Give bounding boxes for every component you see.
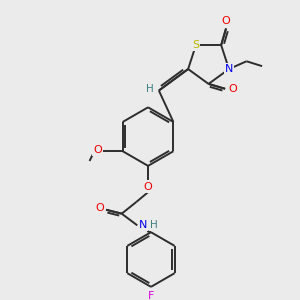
- Text: O: O: [222, 16, 230, 26]
- Text: S: S: [192, 40, 200, 50]
- Text: O: O: [93, 145, 102, 155]
- Text: O: O: [95, 203, 103, 213]
- Text: H: H: [150, 220, 158, 230]
- Text: H: H: [146, 84, 154, 94]
- Text: O: O: [144, 182, 152, 192]
- Text: N: N: [139, 220, 147, 230]
- Text: N: N: [225, 64, 233, 74]
- Text: F: F: [148, 291, 154, 300]
- Text: O: O: [229, 84, 237, 94]
